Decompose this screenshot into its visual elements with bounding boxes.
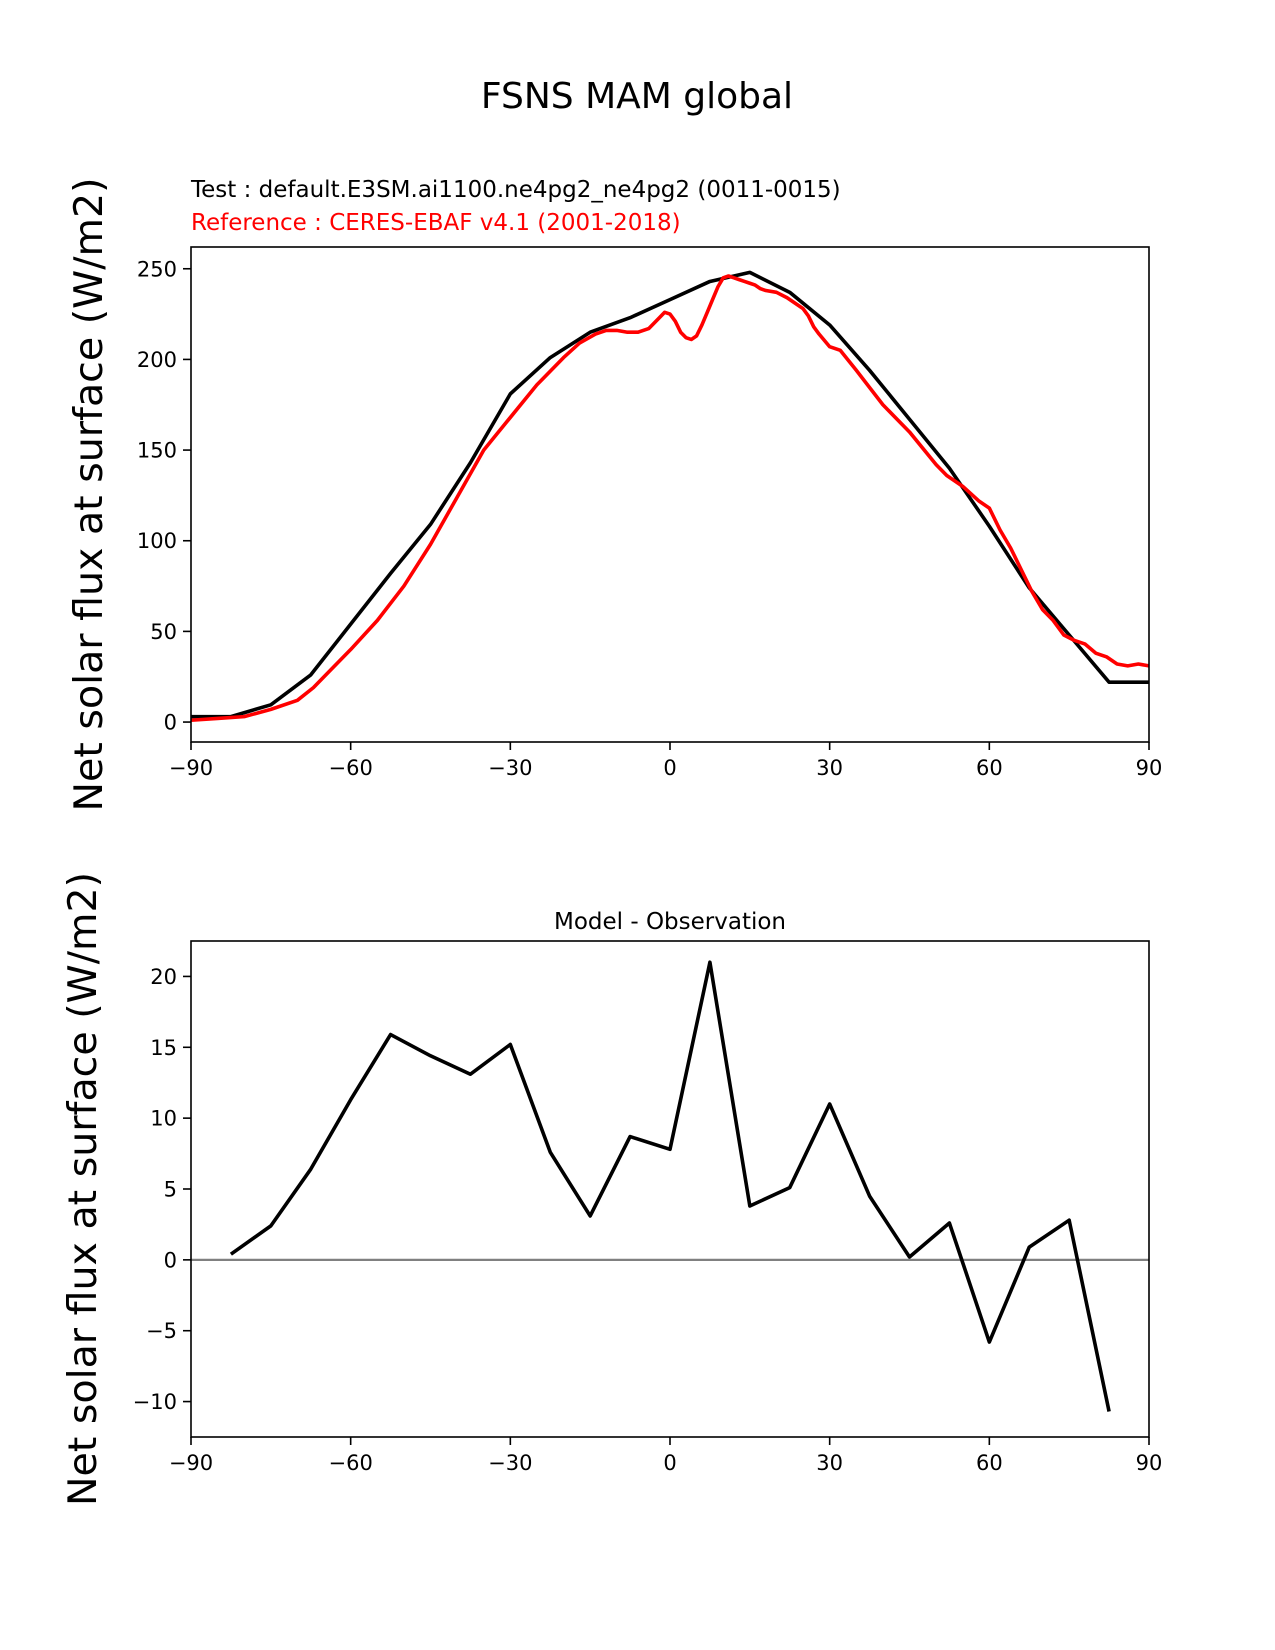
axes-frame (190, 940, 1150, 1438)
x-tick-label: −60 (329, 1451, 373, 1475)
y-tick-label: 200 (137, 348, 177, 372)
series-line-0 (191, 270, 1149, 719)
bottom-panel: −90 −60 −30 0 30 60 90 −10 −5 0 5 10 15 20 Net solar f… (60, 872, 1162, 1506)
figure-title: FSNS MAM global (481, 76, 793, 117)
x-tick-label: −60 (329, 756, 373, 780)
y-tick-label: −5 (146, 1319, 177, 1343)
x-tick-label: 90 (1136, 1451, 1163, 1475)
y-tick-label: 0 (164, 711, 177, 735)
x-tick-label: −90 (169, 1451, 213, 1475)
y-tick-label: 10 (150, 1107, 177, 1131)
y-tick-label: 5 (164, 1178, 177, 1202)
y-tick-label: 250 (137, 257, 177, 281)
x-tick-label: 0 (663, 756, 676, 780)
x-tick-label: 30 (816, 1451, 843, 1475)
x-tick-label: 30 (816, 756, 843, 780)
top-panel: −90 −60 −30 0 30 60 90 0 50 100 150 200 250 Net solar… (66, 177, 1162, 812)
y-tick-label: 0 (164, 1248, 177, 1272)
y-tick-label: 50 (150, 620, 177, 644)
series-line-1 (190, 274, 1150, 723)
x-tick-label: 90 (1136, 756, 1163, 780)
x-tick-label: −30 (488, 756, 532, 780)
x-tick-label: −90 (169, 756, 213, 780)
y-tick-label: 100 (137, 529, 177, 553)
x-tick-label: 60 (976, 1451, 1003, 1475)
panel-title: Model - Observation (554, 909, 786, 935)
y-tick-label: −10 (133, 1390, 177, 1414)
y-axis-label: Net solar flux at surface (W/m2) (66, 177, 112, 811)
x-tick-label: 60 (976, 756, 1003, 780)
series-line-0 (229, 960, 1111, 1412)
reference-label: Reference : CERES-EBAF v4.1 (2001-2018) (191, 210, 681, 236)
x-tick-label: 0 (663, 1451, 676, 1475)
y-axis-label: Net solar flux at surface (W/m2) (60, 872, 106, 1506)
y-tick-label: 20 (150, 965, 177, 989)
y-tick-label: 15 (150, 1036, 177, 1060)
test-label: Test : default.E3SM.ai1100.ne4pg2_ne4pg2… (190, 177, 841, 203)
y-tick-label: 150 (137, 439, 177, 463)
x-tick-label: −30 (488, 1451, 532, 1475)
